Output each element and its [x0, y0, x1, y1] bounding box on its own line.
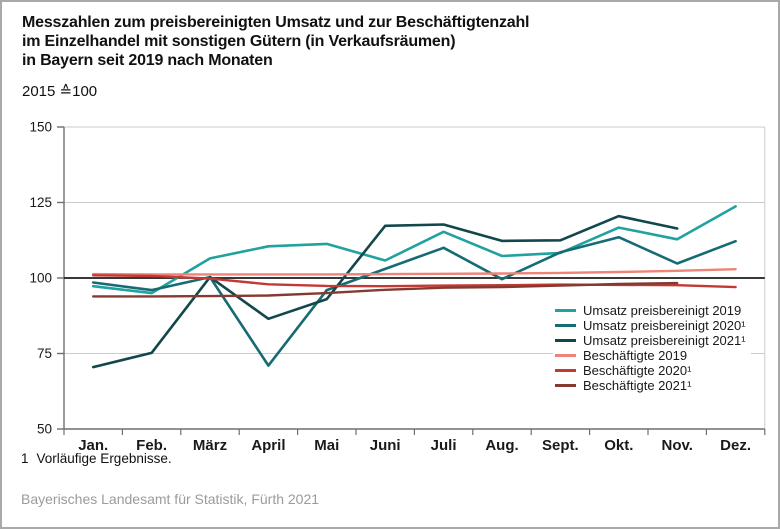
chart-title-line2: im Einzelhandel mit sonstigen Gütern (in… — [22, 33, 456, 50]
legend-swatch-besch-ftigte-2021 — [555, 384, 576, 387]
legend-item-besch-ftigte-2021: Beschäftigte 2021¹ — [555, 378, 746, 393]
legend-label: Beschäftigte 2020¹ — [583, 363, 692, 378]
y-tick-label-125: 125 — [29, 195, 52, 210]
x-tick-label-mai: Mai — [314, 437, 339, 454]
legend-swatch-umsatz-preisbereinigt-2020 — [555, 324, 576, 327]
x-tick-label-juli: Juli — [431, 437, 457, 454]
series-line-umsatz-preisbereinigt-2021 — [91, 214, 679, 369]
legend-label: Umsatz preisbereinigt 2019 — [583, 303, 742, 318]
series-line-besch-ftigte-2021 — [91, 281, 679, 298]
y-tick-label-150: 150 — [29, 120, 52, 135]
legend-item-umsatz-preisbereinigt-2021: Umsatz preisbereinigt 2021¹ — [555, 333, 746, 348]
y-tick-label-100: 100 — [29, 271, 52, 286]
x-tick-label-m-rz: März — [193, 437, 227, 454]
series-line-umsatz-preisbereinigt-2019 — [91, 205, 737, 295]
chart-title-line3: in Bayern seit 2019 nach Monaten — [22, 52, 273, 69]
x-tick-label-april: April — [251, 437, 285, 454]
legend-label: Umsatz preisbereinigt 2020¹ — [583, 318, 746, 333]
x-tick-label-okt: Okt. — [604, 437, 633, 454]
legend-swatch-besch-ftigte-2020 — [555, 369, 576, 372]
legend-item-umsatz-preisbereinigt-2020: Umsatz preisbereinigt 2020¹ — [555, 318, 746, 333]
x-tick-label-juni: Juni — [370, 437, 401, 454]
source-line: Bayerisches Landesamt für Statistik, Für… — [21, 491, 320, 507]
legend-swatch-umsatz-preisbereinigt-2021 — [555, 339, 576, 342]
x-tick-label-nov: Nov. — [661, 437, 692, 454]
chart-subtitle-index-base: 2015 ≙100 — [22, 83, 98, 100]
x-tick-label-jan: Jan. — [78, 437, 108, 454]
chart-legend: Umsatz preisbereinigt 2019 Umsatz preisbe… — [553, 301, 751, 396]
x-tick-label-feb: Feb. — [136, 437, 167, 454]
x-tick-label-dez: Dez. — [720, 437, 751, 454]
legend-label: Beschäftigte 2021¹ — [583, 378, 692, 393]
footnote: 1 Vorläufige Ergebnisse. — [21, 451, 172, 466]
legend-swatch-umsatz-preisbereinigt-2019 — [555, 309, 576, 312]
legend-item-besch-ftigte-2020: Beschäftigte 2020¹ — [555, 363, 746, 378]
legend-label: Umsatz preisbereinigt 2021¹ — [583, 333, 746, 348]
chart-title: Messzahlen zum preisbereinigten Umsatz u… — [22, 13, 530, 70]
chart-title-line1: Messzahlen zum preisbereinigten Umsatz u… — [22, 14, 530, 31]
x-tick-label-sept: Sept. — [542, 437, 579, 454]
footnote-text: Vorläufige Ergebnisse. — [36, 451, 172, 466]
x-tick-label-aug: Aug. — [485, 437, 518, 454]
footnote-marker: 1 — [21, 451, 29, 466]
legend-label: Beschäftigte 2019 — [583, 348, 688, 363]
legend-swatch-besch-ftigte-2019 — [555, 354, 576, 357]
line-chart-plot: 150 125 100 75 50 Jan. Feb. März April Mai Juni Jul… — [29, 120, 766, 454]
y-tick-label-75: 75 — [37, 346, 52, 361]
y-tick-label-50: 50 — [37, 422, 52, 437]
series-line-besch-ftigte-2019 — [91, 268, 737, 276]
legend-item-umsatz-preisbereinigt-2019: Umsatz preisbereinigt 2019 — [555, 303, 746, 318]
legend-item-besch-ftigte-2019: Beschäftigte 2019 — [555, 348, 746, 363]
